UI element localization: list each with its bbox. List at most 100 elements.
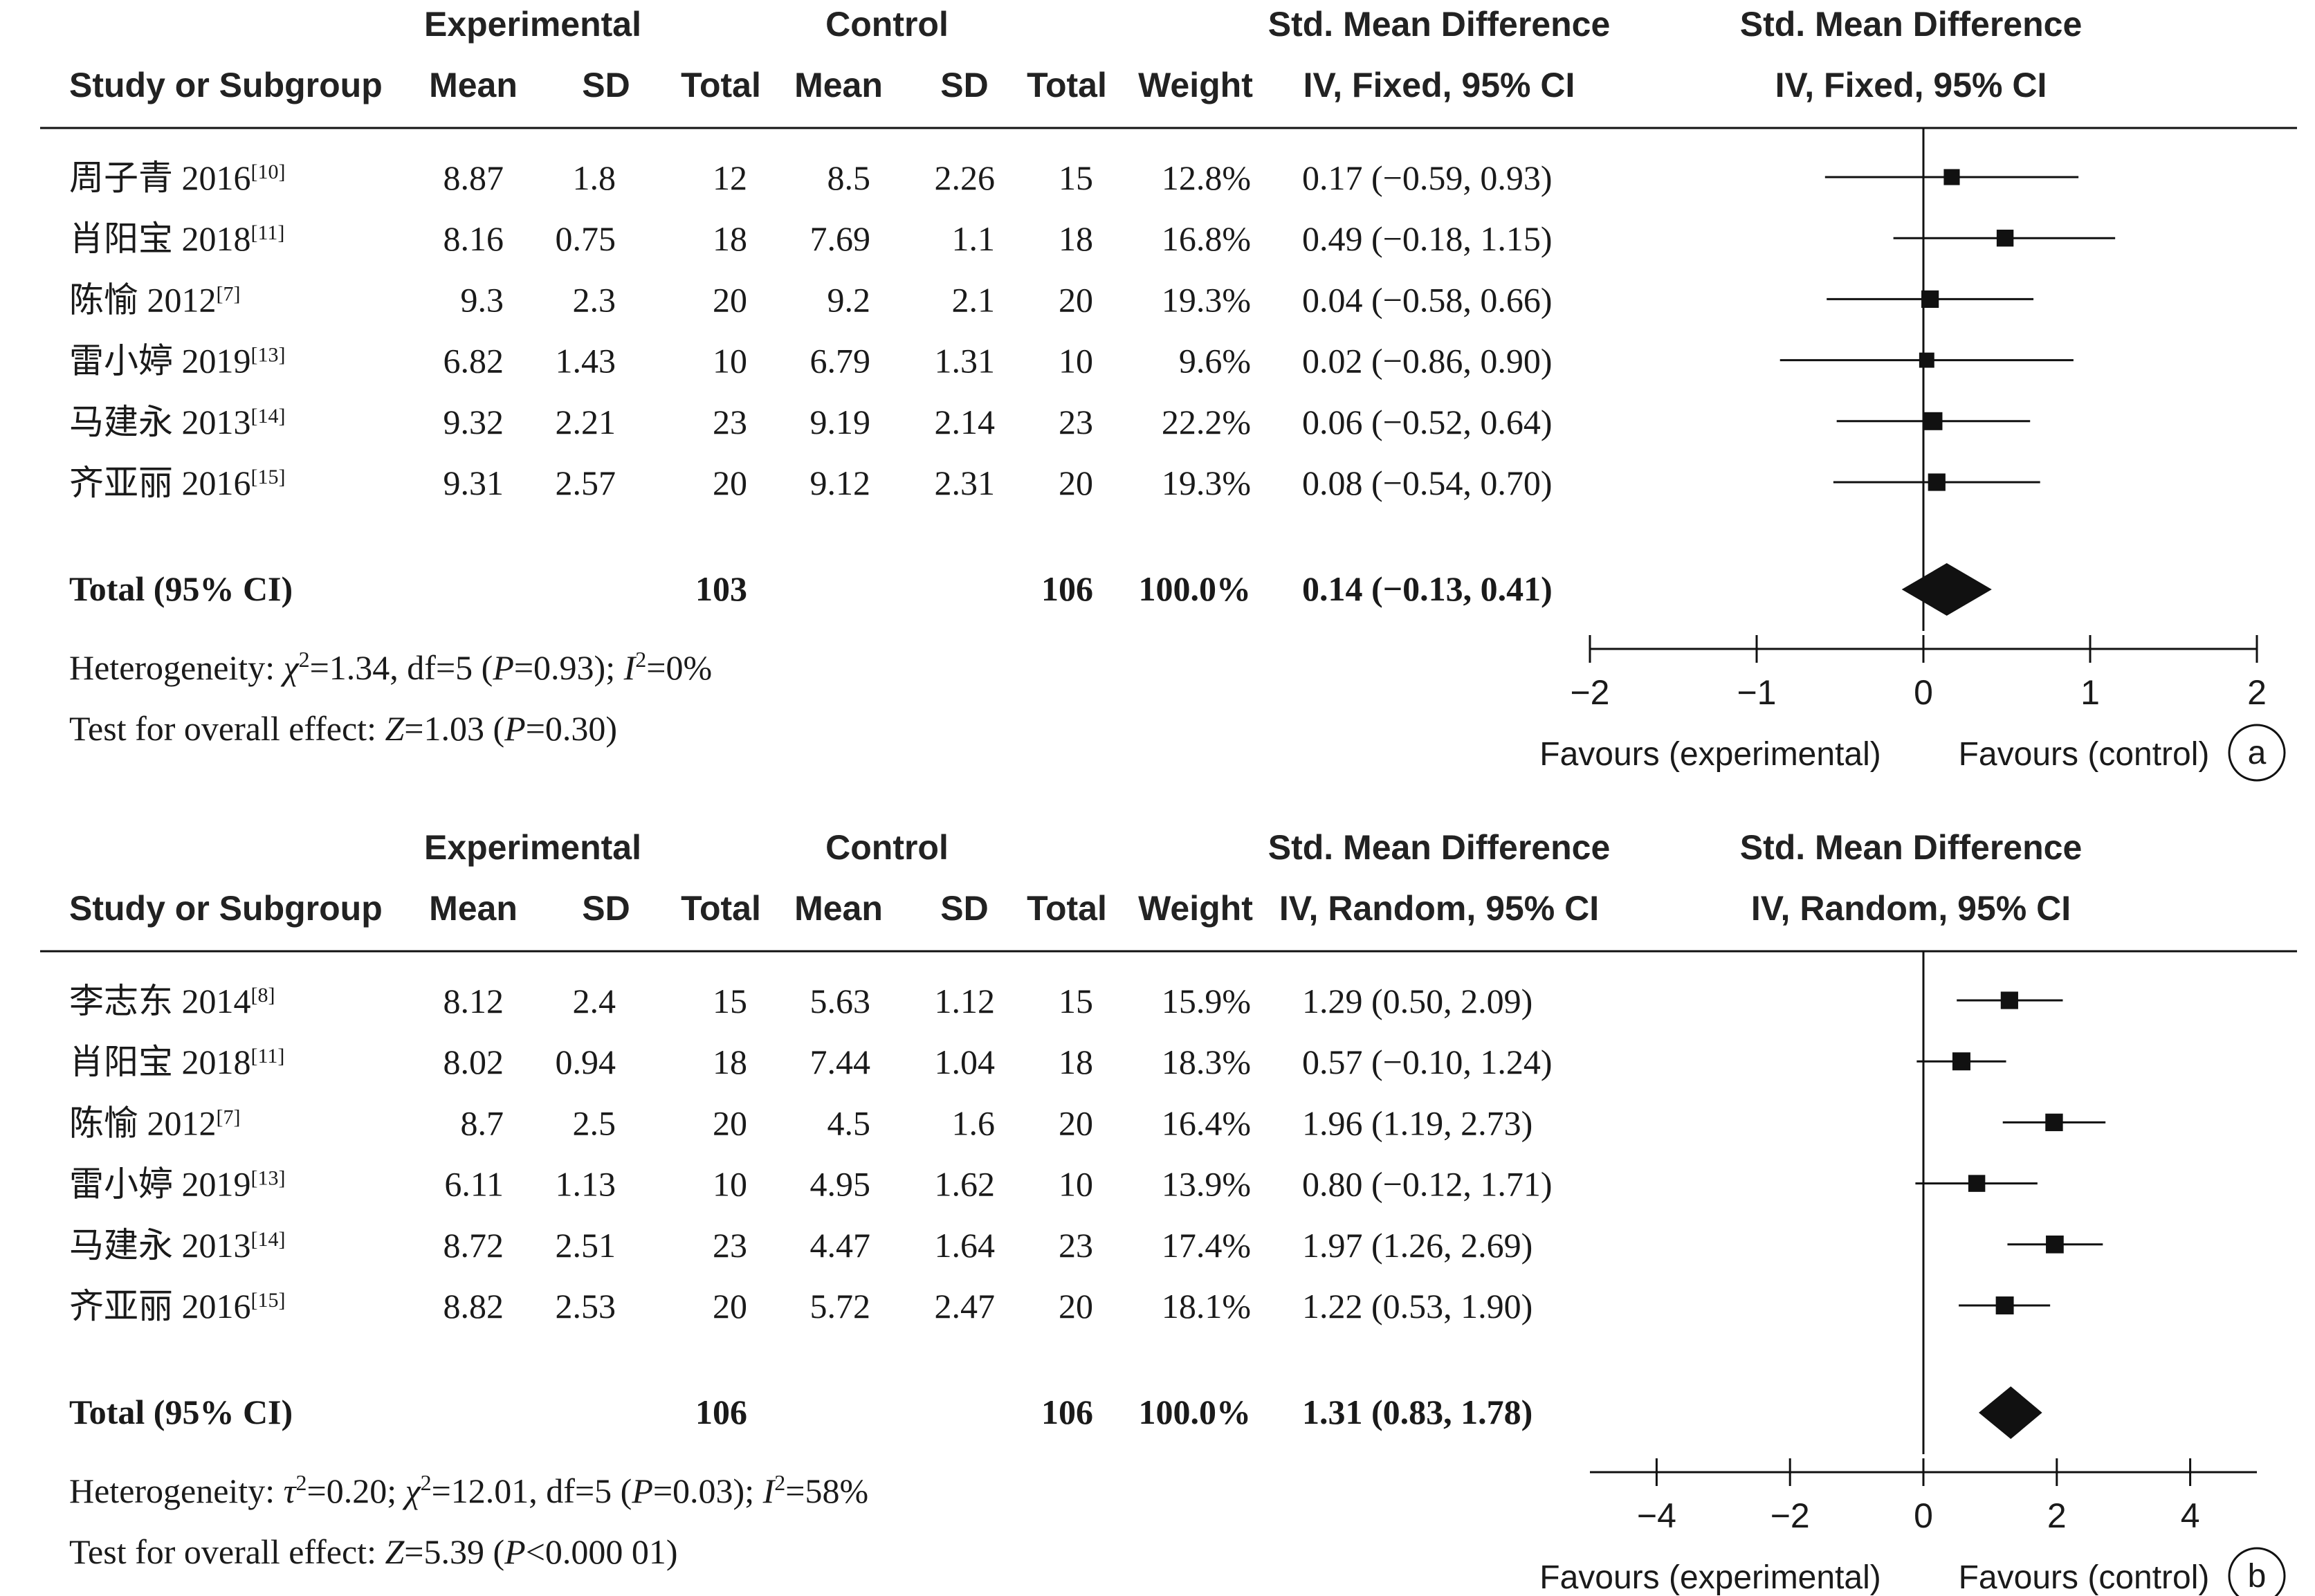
effect-square — [2000, 991, 2018, 1009]
effect-square — [1924, 412, 1943, 430]
exp-mean-value: 9.32 — [443, 403, 504, 441]
total-exp: 106 — [695, 1393, 747, 1431]
ctl-mean-value: 5.72 — [810, 1287, 871, 1326]
total-weight: 100.0% — [1139, 1393, 1252, 1431]
effect-square — [1968, 1175, 1986, 1192]
exp-sd-value: 0.94 — [556, 1043, 616, 1081]
exp-mean-value: 9.3 — [461, 280, 504, 319]
ctl-sd-value: 1.12 — [935, 982, 996, 1020]
study-row: 马建永 2013[14] 9.32 2.21 23 9.19 2.14 23 22.2% 0.0… — [69, 403, 2031, 441]
header-method-plot: IV, Fixed, 95% CI — [1775, 66, 2047, 104]
study-name: 马建永 2013[14] — [69, 1226, 285, 1265]
study-row: 雷小婷 2019[13] 6.11 1.13 10 4.95 1.62 10 13.9% 0.8… — [69, 1165, 2038, 1204]
x-tick-label: 2 — [2047, 1496, 2067, 1535]
smd-ci-value: 0.06 (−0.52, 0.64) — [1302, 403, 1553, 441]
header-ctl-sd: SD — [940, 66, 988, 104]
ctl-mean-value: 4.47 — [810, 1226, 871, 1265]
header-experimental: Experimental — [424, 828, 641, 867]
ctl-mean-value: 4.95 — [810, 1165, 871, 1204]
exp-sd-value: 2.57 — [556, 464, 616, 502]
ctl-sd-value: 2.1 — [952, 280, 996, 319]
study-row: 齐亚丽 2016[15] 8.82 2.53 20 5.72 2.47 20 18.1% 1.2… — [69, 1287, 2051, 1326]
effect-square — [1995, 1296, 2014, 1314]
smd-ci-value: 0.80 (−0.12, 1.71) — [1302, 1165, 1553, 1204]
ctl-mean-value: 6.79 — [810, 342, 871, 380]
ctl-mean-value: 4.5 — [827, 1103, 871, 1142]
weight-value: 18.3% — [1162, 1043, 1251, 1081]
study-row: 陈愉 2012[7] 9.3 2.3 20 9.2 2.1 20 19.3% 0.04 (−0.… — [69, 280, 2034, 319]
exp-mean-value: 6.82 — [443, 342, 504, 380]
study-name: 雷小婷 2019[13] — [69, 342, 285, 380]
study-row: 李志东 2014[8] 8.12 2.4 15 5.63 1.12 15 15.9% 1.29 … — [69, 982, 2063, 1020]
header-control: Control — [825, 828, 949, 867]
x-tick-label: 0 — [1914, 673, 1933, 712]
ctl-total-value: 20 — [1059, 1103, 1093, 1142]
ctl-total-value: 15 — [1059, 158, 1093, 197]
study-row: 肖阳宝 2018[11] 8.02 0.94 18 7.44 1.04 18 18.3% 0.5… — [69, 1043, 2006, 1081]
header-ctl-total: Total — [1027, 889, 1107, 928]
ctl-sd-value: 1.1 — [952, 219, 996, 258]
header-exp-sd: SD — [582, 889, 630, 928]
overall-effect-text: Test for overall effect: Z=1.03 (P=0.30) — [69, 709, 617, 748]
forest-panel-a: Experimental Control Std. Mean Difference S… — [40, 5, 2297, 782]
study-name: 李志东 2014[8] — [69, 982, 275, 1020]
effect-square — [2045, 1113, 2063, 1132]
exp-sd-value: 2.3 — [573, 280, 616, 319]
ctl-sd-value: 1.62 — [935, 1165, 996, 1204]
exp-sd-value: 1.13 — [556, 1165, 616, 1204]
ctl-total-value: 18 — [1059, 219, 1093, 258]
effect-square — [2046, 1235, 2064, 1254]
ctl-mean-value: 8.5 — [827, 158, 871, 197]
header-ctl-sd: SD — [940, 889, 988, 928]
weight-value: 16.8% — [1162, 219, 1251, 258]
exp-sd-value: 1.43 — [556, 342, 616, 380]
ctl-total-value: 10 — [1059, 1165, 1093, 1204]
effect-square — [1919, 352, 1934, 368]
ctl-sd-value: 2.26 — [935, 158, 996, 197]
weight-value: 15.9% — [1162, 982, 1251, 1020]
study-name: 肖阳宝 2018[11] — [69, 1043, 284, 1081]
weight-value: 19.3% — [1162, 464, 1251, 502]
x-tick-label: −1 — [1737, 673, 1776, 712]
study-name: 周子青 2016[10] — [69, 158, 285, 197]
ctl-mean-value: 7.44 — [810, 1043, 871, 1081]
weight-value: 19.3% — [1162, 280, 1251, 319]
study-row: 马建永 2013[14] 8.72 2.51 23 4.47 1.64 23 17.4% 1.9… — [69, 1226, 2103, 1265]
study-row: 周子青 2016[10] 8.87 1.8 12 8.5 2.26 15 12.8% 0.17 … — [69, 158, 2079, 197]
study-name: 雷小婷 2019[13] — [69, 1165, 285, 1204]
header-exp-mean: Mean — [429, 889, 518, 928]
effect-square — [1921, 290, 1939, 308]
ctl-sd-value: 2.47 — [935, 1287, 996, 1326]
study-row: 肖阳宝 2018[11] 8.16 0.75 18 7.69 1.1 18 16.8% 0.49… — [69, 219, 2116, 258]
ctl-total-value: 20 — [1059, 280, 1093, 319]
study-name: 陈愉 2012[7] — [69, 1103, 240, 1142]
header-smd: Std. Mean Difference — [1268, 828, 1611, 867]
header-control: Control — [825, 5, 949, 44]
x-axis: −2 −1 0 1 2 Favours (experimental) Favours (co… — [1539, 635, 2286, 782]
x-tick-label: 1 — [2080, 673, 2100, 712]
pooled-diamond — [1979, 1386, 2042, 1439]
study-name: 马建永 2013[14] — [69, 403, 285, 441]
smd-ci-value: 0.08 (−0.54, 0.70) — [1302, 464, 1553, 502]
header-ctl-mean: Mean — [794, 66, 883, 104]
ctl-total-value: 23 — [1059, 1226, 1093, 1265]
exp-total-value: 23 — [713, 403, 747, 441]
study-name: 陈愉 2012[7] — [69, 280, 240, 319]
x-tick-label: 2 — [2247, 673, 2267, 712]
exp-total-value: 12 — [713, 158, 747, 197]
weight-value: 13.9% — [1162, 1165, 1251, 1204]
x-tick-label: 4 — [2181, 1496, 2200, 1535]
favours-right-label: Favours (control) — [1959, 736, 2210, 773]
header-experimental: Experimental — [424, 5, 641, 44]
smd-ci-value: 0.02 (−0.86, 0.90) — [1302, 342, 1553, 380]
exp-total-value: 20 — [713, 280, 747, 319]
ctl-total-value: 18 — [1059, 1043, 1093, 1081]
ctl-mean-value: 7.69 — [810, 219, 871, 258]
study-row: 齐亚丽 2016[15] 9.31 2.57 20 9.12 2.31 20 19.3% 0.0… — [69, 464, 2040, 502]
study-name: 齐亚丽 2016[15] — [69, 464, 285, 502]
exp-sd-value: 2.5 — [573, 1103, 616, 1142]
header-ctl-mean: Mean — [794, 889, 883, 928]
heterogeneity-text: Heterogeneity: τ2=0.20; χ2=12.01, df=5 (… — [69, 1470, 868, 1510]
smd-ci-value: 1.96 (1.19, 2.73) — [1302, 1103, 1532, 1142]
